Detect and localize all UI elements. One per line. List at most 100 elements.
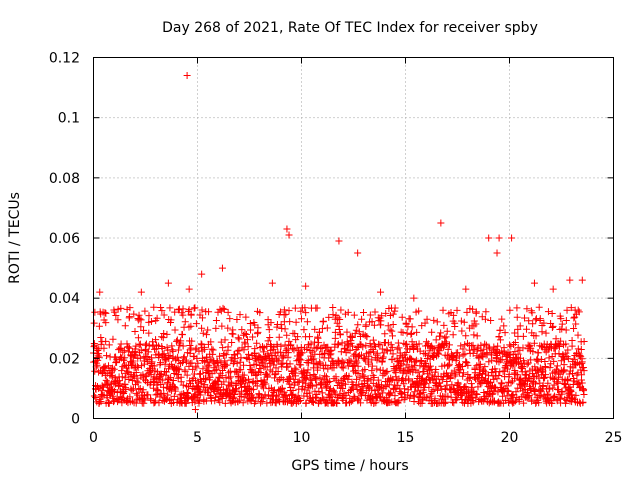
data-point [498,356,506,364]
data-point [472,308,480,316]
data-point [296,396,304,404]
data-point [174,353,182,361]
data-point [512,370,520,378]
data-point [126,304,134,312]
data-point [566,276,574,284]
data-point [136,315,144,323]
data-point [215,373,223,381]
data-point [174,306,182,314]
data-point [359,343,367,351]
data-point [545,354,553,362]
data-point [487,369,495,377]
data-point [176,341,184,349]
x-tick-label: 0 [89,430,98,446]
data-point [532,316,540,324]
data-point [511,374,519,382]
data-point [560,366,568,374]
data-point [421,319,429,327]
data-point [552,335,560,343]
data-point [546,364,554,372]
data-point [557,315,565,323]
data-point [292,318,300,326]
data-point [513,304,521,312]
data-point [358,315,366,323]
data-point [331,328,339,336]
data-point [234,347,242,355]
data-point [528,397,536,405]
data-point [355,328,363,336]
data-point [242,330,250,338]
data-point [281,391,289,399]
data-point [306,389,314,397]
data-point [462,358,470,366]
data-point [122,369,130,377]
data-point [357,399,365,407]
data-point [389,350,397,358]
data-point [473,391,481,399]
data-point [433,318,441,326]
data-point [233,359,241,367]
data-point [476,360,484,368]
data-point [173,336,181,344]
x-tick-labels: 0 5 10 15 20 25 [89,430,622,446]
data-point [352,326,360,334]
data-point [100,344,108,352]
data-point [198,270,206,278]
data-point [228,339,236,347]
data-point [428,328,436,336]
data-point [460,318,468,326]
data-point [366,340,374,348]
data-point [128,386,136,394]
data-point [297,356,305,364]
data-point [567,388,575,396]
data-point [410,294,418,302]
data-point [234,398,242,406]
data-point [535,391,543,399]
data-point [353,359,361,367]
data-point [213,385,221,393]
data-point [136,354,144,362]
data-point [179,311,187,319]
data-point [112,311,120,319]
data-point [134,379,142,387]
data-point [450,367,458,375]
data-point [140,399,148,407]
data-point [570,324,578,332]
data-point [411,388,419,396]
data-point [353,344,361,352]
data-point [417,356,425,364]
data-point [121,380,129,388]
data-point [274,377,282,385]
data-point [535,303,543,311]
data-point [473,332,481,340]
data-point [110,308,118,316]
data-point [171,387,179,395]
data-point [549,375,557,383]
data-point [511,338,519,346]
data-point [374,354,382,362]
data-point [389,332,397,340]
data-point [357,351,365,359]
data-point [116,344,124,352]
data-point [477,346,485,354]
data-point [574,331,582,339]
data-point [149,378,157,386]
data-point [171,308,179,316]
data-point [211,397,219,405]
data-point [338,363,346,371]
data-point [140,357,148,365]
data-point [164,279,172,287]
data-point [251,345,259,353]
data-point [553,362,561,370]
data-point [361,331,369,339]
data-point [281,325,289,333]
data-point [400,357,408,365]
data-point [157,370,165,378]
data-point [406,354,414,362]
data-point [334,314,342,322]
data-point [187,310,195,318]
data-point [523,360,531,368]
data-point [220,378,228,386]
data-point [416,347,424,355]
data-point [157,359,165,367]
